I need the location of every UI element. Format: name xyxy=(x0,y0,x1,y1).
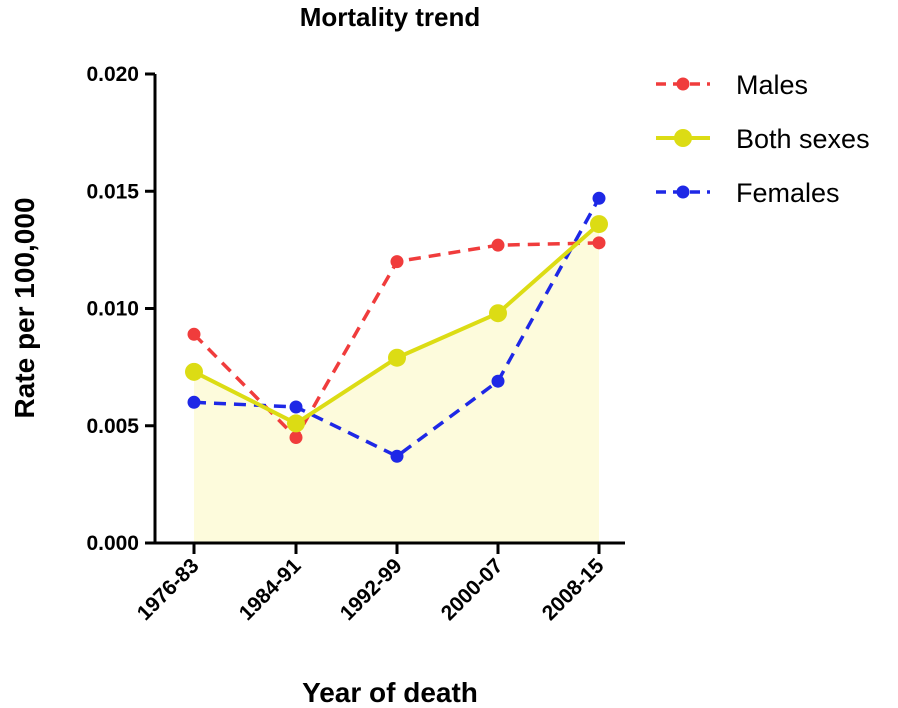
x-tick-label: 1984-91 xyxy=(235,554,306,625)
males-point xyxy=(289,430,303,444)
x-tick-label: 1992-99 xyxy=(336,554,407,625)
males-point xyxy=(187,327,201,341)
females-point xyxy=(592,191,606,205)
legend-females-label: Females xyxy=(736,178,840,208)
males-point xyxy=(390,255,404,269)
females-point xyxy=(187,395,201,409)
x-tick-label: 2008-15 xyxy=(538,554,609,625)
legend: Males Both sexes Females xyxy=(656,70,870,208)
y-axis-title: Rate per 100,000 xyxy=(9,197,40,418)
both-sexes-point xyxy=(185,362,203,381)
females-point xyxy=(491,374,505,388)
y-tick-label: 0.000 xyxy=(86,532,139,555)
x-tick-label: 1976-83 xyxy=(133,554,204,625)
y-tick-label: 0.005 xyxy=(86,415,139,438)
males-point xyxy=(491,238,505,252)
males-point xyxy=(592,236,606,250)
both-sexes-point xyxy=(388,348,406,367)
legend-males-marker xyxy=(676,77,690,91)
y-tick-label: 0.015 xyxy=(86,180,139,203)
plot-area: 0.000 0.005 0.010 0.015 0.020 1976-83 1984-91 1… xyxy=(86,63,625,625)
x-tick-label: 2000-07 xyxy=(437,554,508,625)
y-tick-label: 0.020 xyxy=(86,63,139,86)
legend-males-label: Males xyxy=(736,70,808,100)
both-sexes-point xyxy=(287,414,305,433)
legend-both-sexes-label: Both sexes xyxy=(736,124,870,154)
legend-both-sexes-marker xyxy=(674,129,692,147)
chart-title: Mortality trend xyxy=(300,2,481,32)
legend-females-marker xyxy=(676,185,690,199)
both-sexes-area xyxy=(194,224,599,543)
y-tick-label: 0.010 xyxy=(86,298,139,321)
females-point xyxy=(390,449,404,463)
both-sexes-point xyxy=(489,304,507,323)
females-point xyxy=(289,400,303,414)
both-sexes-point xyxy=(590,215,608,234)
x-axis-title: Year of death xyxy=(302,677,478,708)
